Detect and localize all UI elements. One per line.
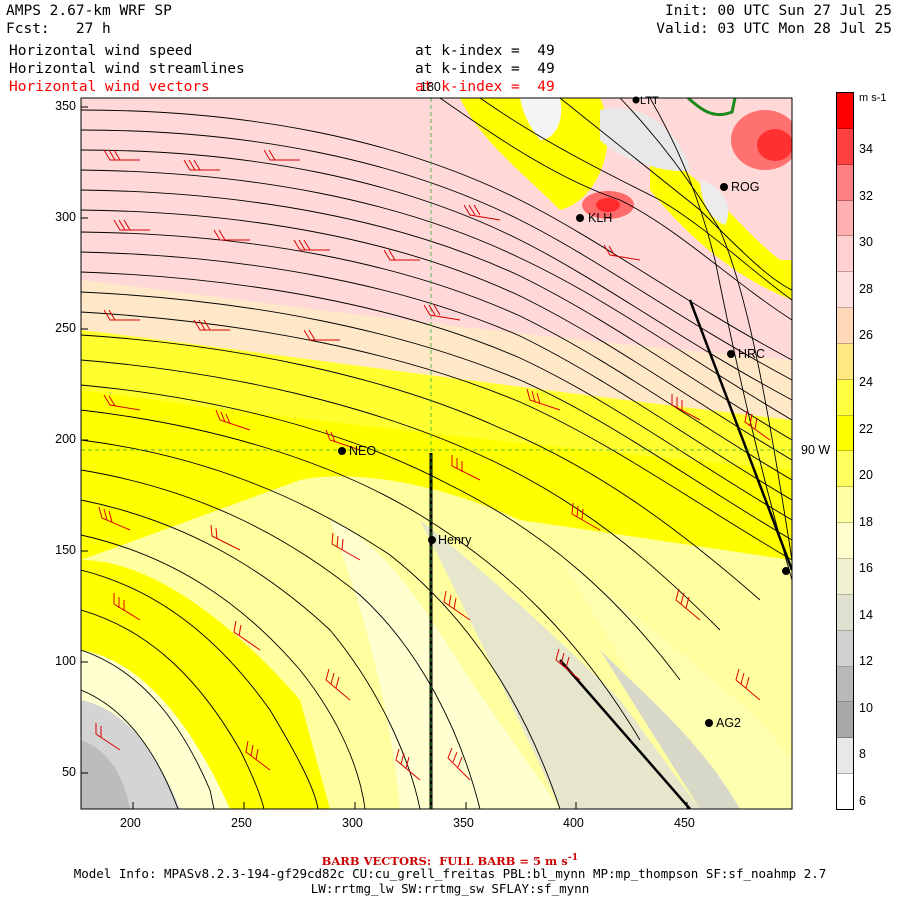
colorbar-segment [837,128,853,165]
station-label-neo: NEO [349,444,377,458]
colorbar-segment [837,738,853,775]
colorbar-label: 32 [859,188,873,203]
physics-info: LW:rrtmg_lw SW:rrtmg_sw SFLAY:sf_mynn [310,881,590,896]
x-tick-label: 450 [674,816,695,830]
station-label-ag2: AG2 [716,716,742,730]
wind-barbs [95,149,771,781]
colorbar-segment [837,774,853,809]
y-tick-label: 250 [55,321,76,335]
field-3-level: at k-index = 49 [415,79,555,95]
axis-ticks [81,106,688,809]
colorbar-label: 28 [859,281,873,296]
colorbar-label: 14 [859,607,873,622]
field-1-name: Horizontal wind speed [9,43,193,59]
colorbar-segment [837,451,853,488]
colorbar-label: 12 [859,654,873,669]
x-tick-label: 200 [120,816,141,830]
model-title: AMPS 2.67-km WRF SP [6,3,172,19]
colorbar-unit: m s-1 [859,92,887,104]
colorbar-label: 22 [859,421,873,436]
colorbar-segment [837,272,853,309]
colorbar-label: 8 [859,747,866,762]
station-dot [720,183,728,191]
stations [338,96,790,727]
colorbar-segment [837,93,853,129]
station-label-ltt: LTT [640,95,659,107]
colorbar-label: 34 [859,142,873,157]
latitude-label: 90 W [801,443,831,457]
station-dot [782,567,790,575]
colorbar-label: 16 [859,561,873,576]
station-dot [705,719,713,727]
colorbar-segment [837,558,853,595]
colorbar-segment [837,630,853,667]
station-dot [428,536,436,544]
colorbar-segment [837,200,853,237]
station-dot [338,447,346,455]
plot-frame [80,97,793,810]
colorbar-label: 18 [859,514,873,529]
y-tick-label: 300 [55,210,76,224]
station-label-rog: ROG [731,180,760,194]
station-label-henry: Henry [438,533,472,547]
field-2-name: Horizontal wind streamlines [9,61,245,77]
y-tick-label: 50 [62,765,76,779]
forecast-hour: Fcst: 27 h [6,21,111,37]
field-1-level: at k-index = 49 [415,43,555,59]
colorbar-segment [837,415,853,452]
x-tick-label: 300 [342,816,363,830]
colorbar-label: 26 [859,328,873,343]
valid-time: Valid: 03 UTC Mon 28 Jul 25 [656,21,892,37]
station-label-hrc: HRC [738,347,766,361]
x-tick-label: 250 [231,816,252,830]
streamlines [81,98,792,809]
barb-legend: BARB VECTORS: FULL BARB = 5 m s-1 [321,852,579,868]
y-tick-label: 350 [55,99,76,113]
transect-line-south [559,659,691,809]
x-tick-label: 400 [563,816,584,830]
colorbar-segment [837,666,853,703]
station-label-klh: KLH [588,211,613,225]
y-tick-label: 100 [55,654,76,668]
colorbar-label: 20 [859,468,873,483]
colorbar-segment [837,308,853,344]
colorbar-segment [837,164,853,201]
colorbar-segment [837,343,853,380]
colorbar-label: 10 [859,700,873,715]
colorbar-label: 30 [859,235,873,250]
station-dot [632,96,640,104]
station-dot [727,350,735,358]
transect-line-east [688,299,792,571]
colorbar-label: 6 [859,793,866,808]
field-2-level: at k-index = 49 [415,61,555,77]
colorbar-segment [837,594,853,631]
x-tick-label: 350 [453,816,474,830]
colorbar-segment [837,523,853,559]
colorbar [836,92,854,810]
field-3-name: Horizontal wind vectors [9,79,210,95]
colorbar-segment [837,379,853,416]
station-dot [576,214,584,222]
colorbar-label: 24 [859,374,873,389]
colorbar-segment [837,236,853,273]
colorbar-segment [837,487,853,524]
colorbar-segment [837,702,853,739]
longitude-label: 180 [420,80,441,94]
y-tick-label: 200 [55,432,76,446]
init-time: Init: 00 UTC Sun 27 Jul 25 [665,3,892,19]
model-info: Model Info: MPASv8.2.3-194-gf29cd82c CU:… [73,866,827,881]
y-tick-label: 150 [55,543,76,557]
